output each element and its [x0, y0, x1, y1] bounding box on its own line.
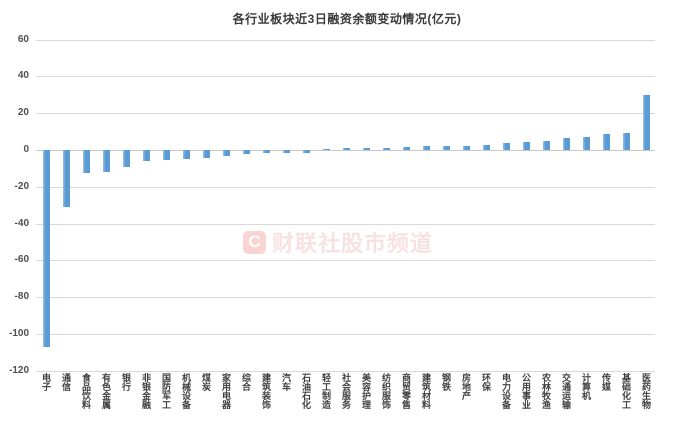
- x-axis-category-label: 环保: [481, 373, 491, 391]
- bar-交通运输: [562, 138, 570, 150]
- gridline: [36, 260, 655, 262]
- chart-title: 各行业板块近3日融资余额变动情况(亿元): [232, 12, 462, 26]
- x-axis-category-label: 美容护理: [361, 373, 371, 409]
- y-axis-tick-label: -20: [14, 180, 29, 192]
- x-axis-category-label: 房地产: [461, 373, 471, 400]
- x-axis-category-label: 纺织服饰: [381, 373, 391, 409]
- x-axis-category-label: 商贸零售: [401, 373, 411, 409]
- x-axis-category-label: 电力设备: [501, 373, 511, 409]
- x-axis-category-label: 社会服务: [341, 373, 351, 409]
- bar-电力设备: [502, 143, 510, 150]
- x-axis-category-label: 基础化工: [621, 373, 631, 409]
- x-axis-category-label: 公用事业: [521, 373, 531, 409]
- x-axis-category-label: 机械设备: [181, 373, 191, 409]
- x-axis-category-label: 农林牧渔: [541, 373, 551, 409]
- x-axis-category-label: 建筑装饰: [261, 373, 271, 409]
- y-axis-tick-label: 60: [17, 33, 29, 45]
- bar-通信: [62, 150, 70, 207]
- x-axis-category-label: 通信: [61, 373, 71, 391]
- bar-银行: [122, 150, 130, 167]
- x-axis-category-label: 家用电器: [221, 373, 231, 409]
- x-axis-category-label: 建筑材料: [421, 373, 431, 409]
- bar-计算机: [582, 136, 590, 150]
- x-axis-category-label: 钢铁: [441, 373, 451, 391]
- x-axis-category-label: 综合: [241, 373, 251, 391]
- x-axis-category-label: 轻工制造: [321, 373, 331, 409]
- bar-煤炭: [202, 150, 210, 159]
- bar-家用电器: [222, 150, 230, 156]
- x-axis-category-label: 煤炭: [201, 373, 211, 391]
- bar-机械设备: [182, 150, 190, 160]
- x-axis-category-label: 银行: [121, 373, 131, 391]
- watermark-text: 财联社股市频道: [272, 231, 434, 256]
- y-axis-tick-label: 20: [17, 107, 29, 119]
- bar-有色金属: [102, 150, 110, 173]
- y-axis-tick-label: -100: [8, 328, 29, 339]
- x-axis-category-label: 有色金属: [101, 373, 111, 409]
- bar-商贸零售: [402, 147, 410, 150]
- y-axis-tick-label: -60: [14, 254, 29, 266]
- gridline: [36, 297, 655, 299]
- y-axis-tick-label: -120: [8, 364, 29, 376]
- x-axis-category-label: 医药生物: [641, 373, 651, 409]
- bar-农林牧渔: [542, 141, 550, 150]
- gridline: [36, 370, 655, 372]
- watermark: C 财联社股市频道: [243, 226, 433, 258]
- bar-电子: [42, 150, 50, 347]
- bar-美容护理: [362, 148, 370, 150]
- x-axis-category-label: 交通运输: [561, 373, 571, 409]
- bar-房地产: [462, 145, 470, 150]
- x-axis-category-label: 计算机: [581, 373, 591, 400]
- gridline: [36, 186, 655, 188]
- x-axis-category-label: 汽车: [281, 373, 291, 391]
- x-axis-category-label: 石油石化: [301, 373, 311, 409]
- gridline: [36, 39, 655, 41]
- x-axis-category-label: 电子: [41, 373, 51, 391]
- bar-建筑材料: [422, 146, 430, 150]
- x-axis-category-label: 国防军工: [161, 373, 171, 409]
- bar-食品饮料: [82, 150, 90, 174]
- bar-传媒: [602, 134, 610, 150]
- y-axis-tick-label: -40: [14, 217, 29, 229]
- y-axis-tick-label: -80: [14, 291, 29, 303]
- bar-环保: [482, 144, 490, 150]
- gridline: [36, 223, 655, 225]
- bar-建筑装饰: [262, 150, 270, 154]
- bar-汽车: [282, 150, 290, 153]
- bar-轻工制造: [322, 148, 330, 150]
- bar-纺织服饰: [382, 147, 390, 150]
- cls-logo-icon: C: [243, 230, 266, 254]
- y-axis-tick-label: 0: [23, 144, 29, 155]
- bar-石油石化: [302, 150, 310, 153]
- bar-综合: [242, 150, 250, 155]
- bar-公用事业: [522, 141, 530, 150]
- x-axis-category-label: 非银金融: [141, 373, 151, 409]
- x-axis-category-label: 食品饮料: [81, 373, 91, 409]
- gridline: [36, 113, 655, 115]
- x-axis-category-label: 传媒: [601, 373, 611, 391]
- gridline: [36, 334, 655, 335]
- zero-gridline: [36, 150, 655, 151]
- bar-社会服务: [342, 148, 350, 150]
- bar-国防军工: [162, 150, 170, 161]
- gridline: [36, 76, 655, 78]
- bar-基础化工: [622, 132, 630, 150]
- bar-钢铁: [442, 146, 450, 150]
- bar-非银金融: [142, 150, 150, 162]
- y-axis-tick-label: 40: [17, 70, 29, 82]
- bar-医药生物: [642, 94, 650, 150]
